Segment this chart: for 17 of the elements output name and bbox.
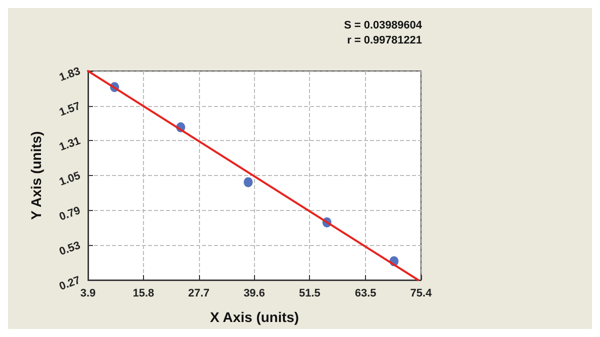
text: S = 0.03989604 [344,20,423,32]
x-axis-title: X Axis (units) [210,309,299,325]
x-tick-label: 27.7 [188,288,210,300]
x-tick-label: 39.6 [244,288,265,300]
x-tick-label: 51.5 [298,288,320,300]
y-tick-label: 0.79 [58,204,82,224]
y-tick-label: 1.05 [58,170,82,188]
y-tick-label: 1.83 [58,65,82,84]
x-tick-label: 3.9 [80,288,96,300]
x-tick-label: 15.8 [132,288,154,300]
y-tick-label: 1.57 [58,100,82,119]
y-tick-label: 1.31 [58,135,82,154]
y-axis-title: Y Axis (units) [28,131,44,220]
text: r = 0.99781221 [347,34,422,46]
y-tick-label: 0.53 [58,240,82,258]
x-tick-label: 63.5 [354,288,376,300]
x-tick-label: 75.4 [410,288,433,300]
